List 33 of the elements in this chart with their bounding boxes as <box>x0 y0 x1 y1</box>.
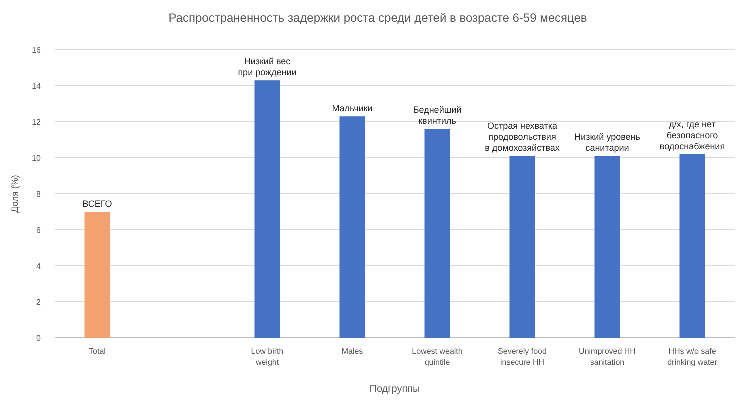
x-tick-label: Unimproved HH sanitation <box>579 347 636 367</box>
chart-title: Распространенность задержки роста среди детей в возрасте 6-59 месяцев <box>168 11 588 25</box>
y-tick-label: 8 <box>36 190 42 199</box>
x-tick-label: Total <box>89 347 106 356</box>
bar <box>424 129 450 338</box>
bar <box>254 80 280 338</box>
y-tick-label: 16 <box>32 46 42 55</box>
y-tick-label: 12 <box>32 118 42 127</box>
bar <box>510 156 536 338</box>
annotation: Беднейший квинтиль <box>413 105 462 126</box>
x-tick-label: Low birth weight <box>251 347 284 367</box>
x-tick-label: HHs w/o safe drinking water <box>668 347 718 367</box>
annotation: Острая нехватка продовольствия в домохозяйствах <box>485 121 560 154</box>
annotation: Низкий вес при рождении <box>238 56 297 78</box>
annotation: ВСЕГО <box>82 199 112 209</box>
bar <box>680 154 706 338</box>
x-tick-label: Severely food insecure HH <box>498 347 547 367</box>
y-tick-label: 14 <box>32 82 42 91</box>
annotation: д/х, где нет безопасного водоснабжения <box>660 119 726 152</box>
x-axis-title: Подгруппы <box>370 384 420 395</box>
y-tick-label: 2 <box>36 298 42 307</box>
bar <box>84 212 110 338</box>
x-tick-label: Lowest wealth quintile <box>412 347 463 367</box>
bar <box>340 116 366 338</box>
y-tick-label: 6 <box>36 226 42 235</box>
y-tick-label: 0 <box>36 334 42 343</box>
annotation: Низкий уровень санитарии <box>574 132 641 154</box>
bar <box>594 156 620 338</box>
annotation: Мальчики <box>332 104 373 114</box>
y-tick-label: 4 <box>36 262 42 271</box>
x-tick-label: Males <box>342 347 364 356</box>
y-tick-label: 10 <box>32 154 42 163</box>
y-axis-title: Доля (%) <box>10 175 20 213</box>
